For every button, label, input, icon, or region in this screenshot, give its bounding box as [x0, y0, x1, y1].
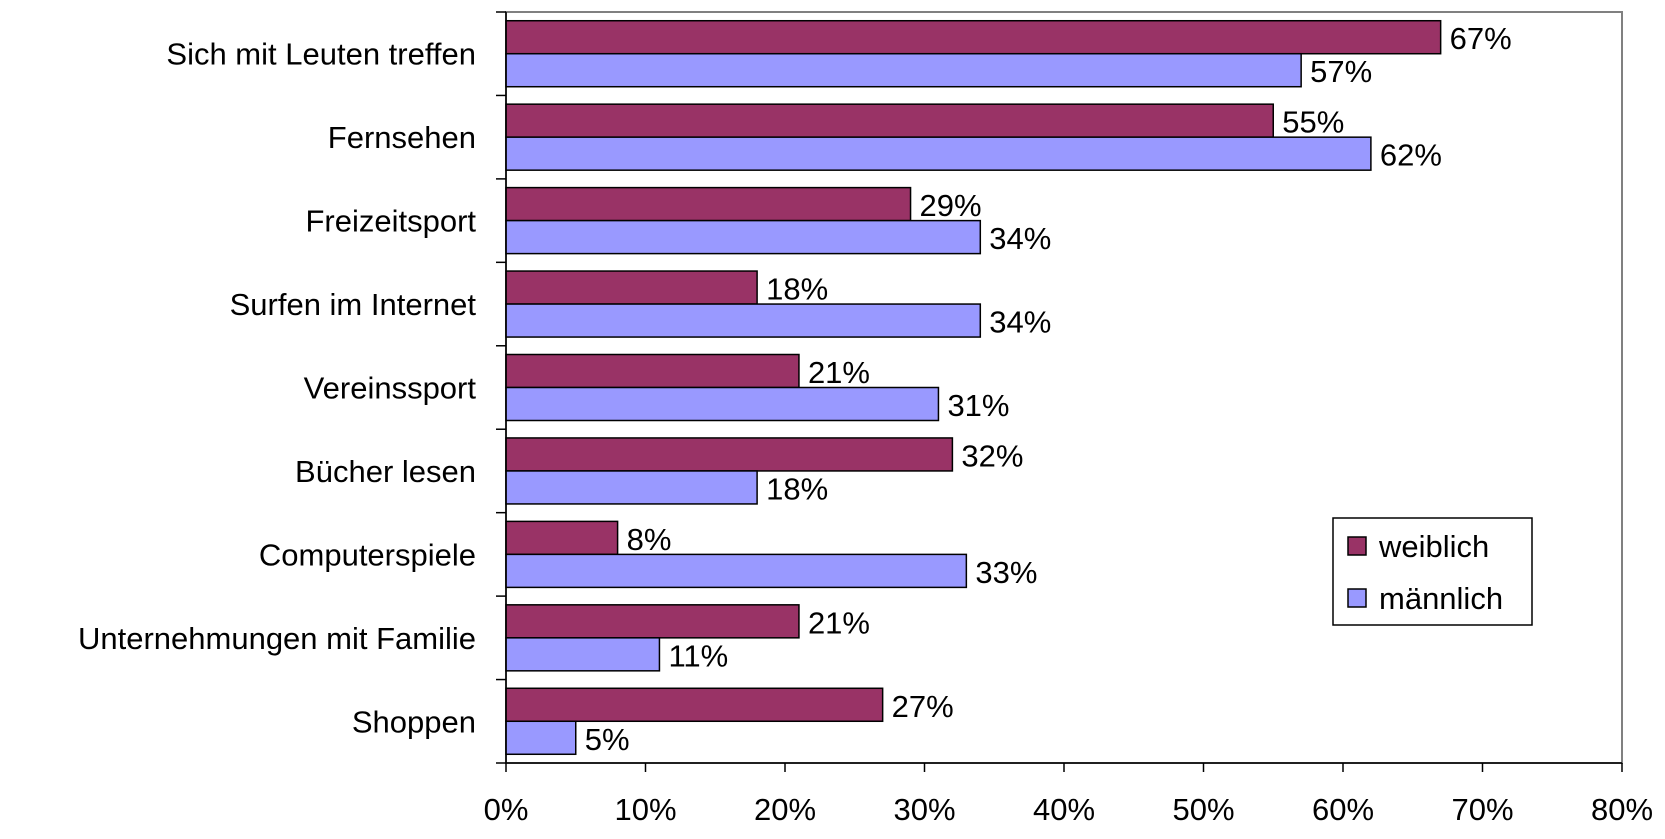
bar-weiblich-1	[505, 103, 1274, 138]
bar-maennlich-6	[505, 553, 968, 589]
data-label-weiblich-3: 18%	[766, 272, 828, 307]
bar-weiblich-6	[505, 520, 619, 556]
bar-maennlich-5	[505, 470, 758, 505]
bar-maennlich-8	[505, 720, 577, 756]
category-label-6: Computerspiele	[259, 537, 476, 572]
category-label-7: Unternehmungen mit Familie	[78, 621, 476, 656]
x-tick-label-8: 80%	[1591, 792, 1653, 827]
data-label-weiblich-4: 21%	[808, 355, 870, 390]
legend-label-weiblich: weiblich	[1378, 529, 1489, 564]
data-label-maennlich-2: 34%	[989, 221, 1051, 256]
category-label-2: Freizeitsport	[305, 204, 476, 239]
category-label-3: Surfen im Internet	[230, 287, 477, 322]
category-label-5: Bücher lesen	[295, 454, 476, 489]
bar-weiblich-8	[505, 687, 884, 723]
bar-maennlich-1	[505, 136, 1372, 171]
x-tick-label-7: 70%	[1451, 792, 1513, 827]
legend-swatch-maennlich	[1347, 588, 1367, 608]
data-label-maennlich-5: 18%	[766, 471, 828, 506]
x-tick-label-4: 40%	[1033, 792, 1095, 827]
data-label-weiblich-2: 29%	[920, 188, 982, 223]
data-label-maennlich-1: 62%	[1380, 138, 1442, 173]
data-label-weiblich-8: 27%	[892, 689, 954, 724]
x-tick-label-1: 10%	[614, 792, 676, 827]
bar-weiblich-3	[505, 270, 758, 305]
category-label-1: Fernsehen	[328, 120, 476, 155]
labels-layer: 67%57%55%62%29%34%18%34%21%31%32%18%8%33…	[585, 21, 1512, 757]
data-label-weiblich-7: 21%	[808, 605, 870, 640]
bar-weiblich-5	[505, 437, 954, 472]
bar-weiblich-7	[505, 604, 800, 639]
bar-maennlich-3	[505, 303, 982, 338]
category-label-8: Shoppen	[352, 704, 476, 739]
axis-layer: Sich mit Leuten treffen Fernsehen Freizeit…	[78, 11, 1653, 827]
category-label-4: Vereinssport	[304, 371, 477, 406]
bar-maennlich-7	[505, 637, 661, 672]
bar-weiblich-4	[505, 353, 800, 389]
x-tick-label-6: 60%	[1312, 792, 1374, 827]
legend-swatch-weiblich	[1347, 536, 1367, 556]
data-label-weiblich-1: 55%	[1282, 105, 1344, 140]
data-label-maennlich-3: 34%	[989, 305, 1051, 340]
x-tick-label-3: 30%	[893, 792, 955, 827]
category-label-0: Sich mit Leuten treffen	[166, 37, 476, 72]
x-tick-label-5: 50%	[1172, 792, 1234, 827]
legend: weiblich männlich	[1332, 517, 1533, 626]
data-label-maennlich-8: 5%	[585, 722, 630, 757]
data-label-maennlich-4: 31%	[947, 388, 1009, 423]
data-label-maennlich-6: 33%	[975, 555, 1037, 590]
data-label-weiblich-5: 32%	[961, 438, 1023, 473]
bar-maennlich-0	[505, 52, 1302, 88]
data-label-weiblich-6: 8%	[627, 522, 672, 557]
bar-weiblich-0	[505, 19, 1442, 55]
bars-layer	[505, 19, 1442, 756]
data-label-maennlich-7: 11%	[668, 638, 728, 673]
x-tick-label-2: 20%	[754, 792, 816, 827]
data-label-maennlich-0: 57%	[1310, 54, 1372, 89]
bar-weiblich-2	[505, 186, 912, 222]
x-tick-label-0: 0%	[484, 792, 529, 827]
bar-maennlich-4	[505, 386, 940, 422]
data-label-weiblich-0: 67%	[1450, 21, 1512, 56]
legend-label-maennlich: männlich	[1379, 581, 1503, 616]
bar-maennlich-2	[505, 219, 982, 255]
